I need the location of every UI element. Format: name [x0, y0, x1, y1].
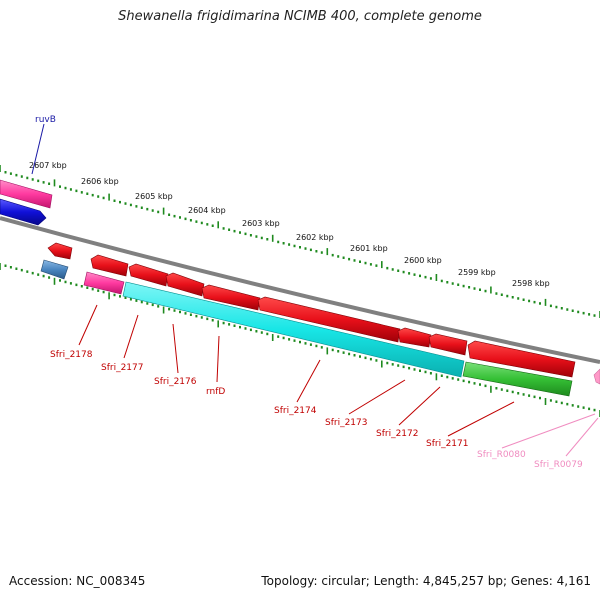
gene-label-sfri-r0079[interactable]: Sfri_R0079 — [534, 460, 583, 470]
gene-sfri-2172-arrow[interactable] — [428, 333, 468, 356]
gene-sfri-2178[interactable] — [83, 271, 125, 295]
gene-sfri-2176-arrow[interactable] — [128, 263, 169, 287]
leader-sfri-r0080 — [501, 413, 596, 449]
gene-red-small[interactable] — [47, 242, 73, 260]
leader-sfri-2178 — [78, 304, 98, 346]
kbp-labels: 2607 kbp 2606 kbp 2605 kbp 2604 kbp 2603… — [29, 161, 550, 288]
gene-label-sfri-2178[interactable]: Sfri_2178 — [50, 350, 93, 360]
kbp-label: 2606 kbp — [81, 177, 119, 186]
gene-label-sfri-2172[interactable]: Sfri_2172 — [376, 429, 419, 439]
kbp-label: 2605 kbp — [135, 192, 173, 201]
kbp-label: 2601 kbp — [350, 244, 388, 253]
leader-sfri-r0079 — [565, 417, 599, 457]
leader-ruvB — [31, 123, 45, 175]
kbp-label: 2604 kbp — [188, 206, 226, 215]
kbp-label: 2599 kbp — [458, 268, 496, 277]
gene-steelblue[interactable] — [40, 259, 69, 280]
gene-labels: ruvB Sfri_2178 Sfri_2177 Sfri_2176 rnfD … — [35, 115, 583, 470]
kbp-label: 2602 kbp — [296, 233, 334, 242]
leader-sfri-2171 — [447, 401, 515, 437]
gene-green[interactable] — [462, 361, 573, 397]
forward-genes — [47, 242, 600, 385]
gene-label-sfri-2177[interactable]: Sfri_2177 — [101, 363, 144, 373]
gene-trna-edge[interactable] — [593, 368, 600, 385]
map-title: Shewanella frigidimarina NCIMB 400, comp… — [118, 9, 482, 24]
kbp-label: 2600 kbp — [404, 256, 442, 265]
gene-cyan-operon[interactable] — [122, 281, 465, 378]
kbp-label: 2598 kbp — [512, 279, 550, 288]
gene-label-ruvB[interactable]: ruvB — [35, 115, 56, 125]
genome-backbone — [0, 216, 600, 364]
kbp-label: 2603 kbp — [242, 219, 280, 228]
leader-sfri-2177 — [123, 314, 139, 359]
gene-label-sfri-2176[interactable]: Sfri_2176 — [154, 377, 197, 387]
gene-pink-top[interactable] — [0, 179, 53, 209]
kbp-label: 2607 kbp — [29, 161, 67, 170]
gene-sfri-2173-arrow[interactable] — [397, 327, 432, 348]
outer-tick-ring — [0, 165, 600, 318]
leader-sfri-2176 — [172, 323, 179, 374]
topology-text: Topology: circular; Length: 4,845,257 bp… — [261, 574, 591, 588]
gene-label-sfri-2174[interactable]: Sfri_2174 — [274, 406, 317, 416]
gene-ruvB[interactable] — [0, 198, 47, 226]
gene-sfri-2177-arrow[interactable] — [90, 254, 129, 277]
leader-rnfD — [216, 335, 220, 383]
leader-sfri-2172 — [398, 386, 441, 426]
gene-label-sfri-2171[interactable]: Sfri_2171 — [426, 439, 469, 449]
gene-label-sfri-r0080[interactable]: Sfri_R0080 — [477, 450, 526, 460]
gene-label-sfri-2173[interactable]: Sfri_2173 — [325, 418, 368, 428]
leader-lines — [31, 123, 599, 457]
gene-sfri-2171-arrow[interactable] — [467, 340, 576, 378]
gene-label-rnfD[interactable]: rnfD — [206, 387, 225, 397]
leader-sfri-2174 — [296, 359, 321, 403]
leader-sfri-2173 — [348, 379, 406, 415]
inner-tick-ring — [0, 263, 600, 417]
accession-text: Accession: NC_008345 — [9, 574, 146, 588]
